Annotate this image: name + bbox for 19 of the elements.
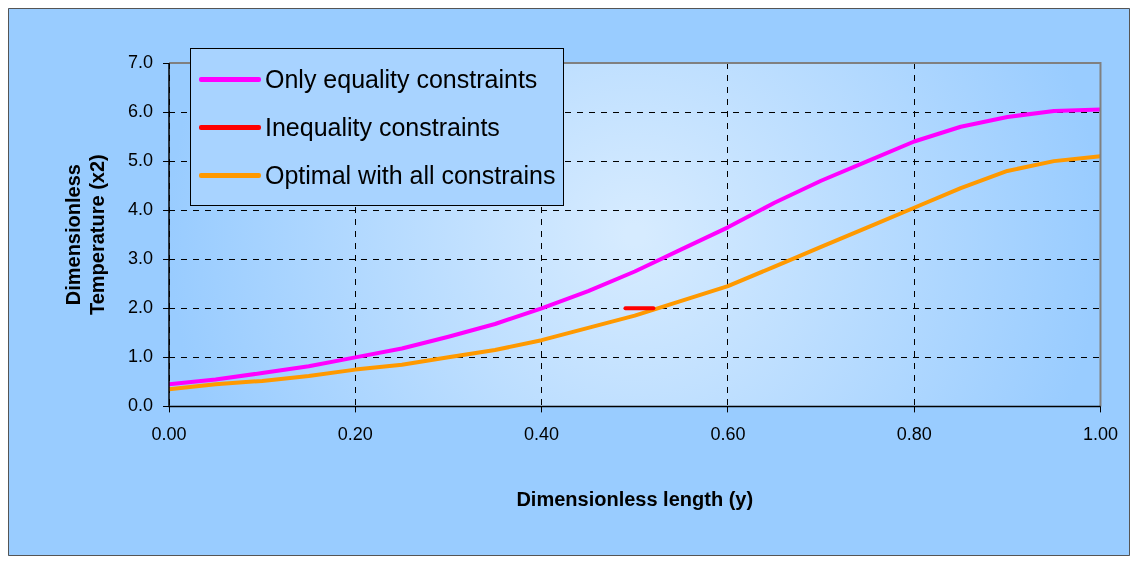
y-tick-label: 5.0 <box>127 150 154 171</box>
x-tick-label: 1.00 <box>1082 424 1119 445</box>
y-tick-label: 7.0 <box>127 51 154 72</box>
x-axis-title: Dimensionless length (y) <box>516 487 754 510</box>
x-tick-label: 0.00 <box>151 424 187 445</box>
x-tick-label: 0.60 <box>710 424 746 445</box>
legend-label: Optimal with all constrains <box>265 160 556 190</box>
x-tick-label: 0.80 <box>896 424 932 445</box>
y-tick-label: 0.0 <box>127 395 154 416</box>
y-tick-label: 4.0 <box>127 199 154 220</box>
y-tick-label: 1.0 <box>127 346 154 367</box>
x-tick-label: 0.20 <box>337 424 373 445</box>
y-tick-label: 2.0 <box>127 297 154 318</box>
legend-label: Inequality constraints <box>265 112 500 142</box>
x-tick-label: 0.40 <box>524 424 560 445</box>
y-tick-label: 3.0 <box>127 248 154 269</box>
y-tick-label: 6.0 <box>127 101 154 122</box>
legend-label: Only equality constraints <box>265 64 538 94</box>
y-axis-title: Dimensionless Temperature (x2) <box>61 154 108 316</box>
